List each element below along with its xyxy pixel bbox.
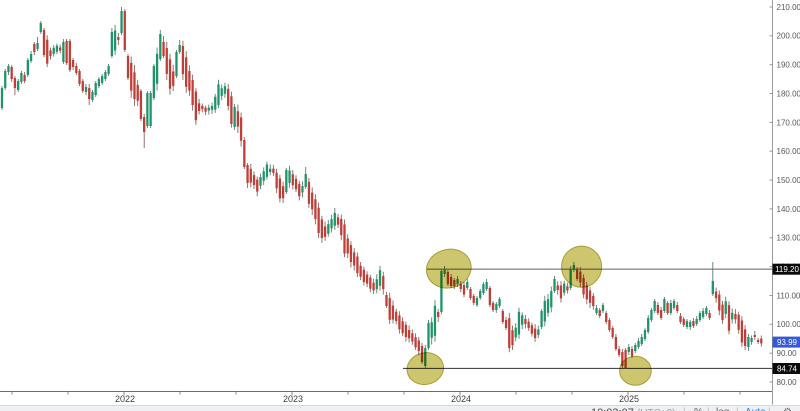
svg-text:200.00: 200.00	[777, 32, 800, 41]
svg-text:119.20: 119.20	[775, 265, 799, 274]
svg-text:180.00: 180.00	[777, 89, 800, 98]
svg-text:110.00: 110.00	[777, 291, 800, 300]
svg-text:160.00: 160.00	[777, 147, 800, 156]
svg-text:90.00: 90.00	[777, 349, 798, 358]
svg-text:2023: 2023	[283, 394, 303, 404]
svg-text:2022: 2022	[115, 394, 135, 404]
svg-text:80.00: 80.00	[777, 378, 798, 387]
svg-text:130.00: 130.00	[777, 234, 800, 243]
svg-text:100.00: 100.00	[777, 320, 800, 329]
svg-text:190.00: 190.00	[777, 61, 800, 70]
svg-text:2024: 2024	[451, 394, 471, 404]
svg-text:170.00: 170.00	[777, 118, 800, 127]
svg-text:2025: 2025	[619, 394, 639, 404]
svg-text:93.99: 93.99	[777, 338, 798, 347]
svg-text:140.00: 140.00	[777, 205, 800, 214]
svg-text:84.74: 84.74	[777, 365, 798, 374]
svg-text:150.00: 150.00	[777, 176, 800, 185]
svg-text:210.00: 210.00	[777, 3, 800, 12]
